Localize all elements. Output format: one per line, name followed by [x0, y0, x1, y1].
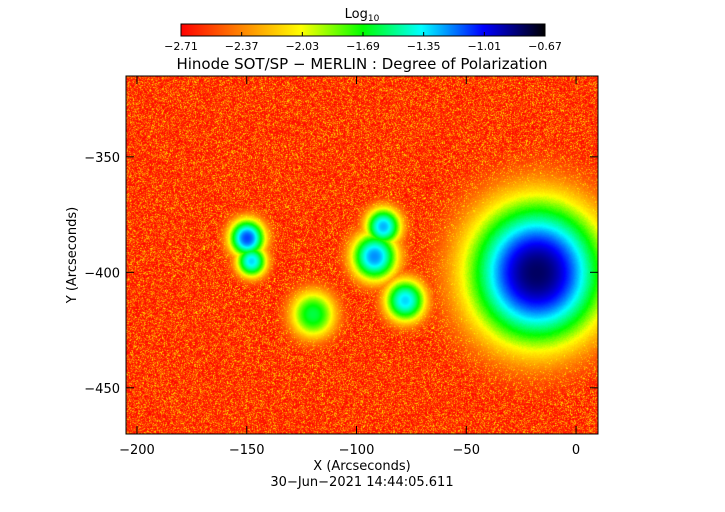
y-tick-label: −450	[84, 382, 120, 397]
chart-title: Hinode SOT/SP − MERLIN : Degree of Polar…	[176, 55, 547, 73]
x-tick-label: −200	[119, 443, 155, 458]
x-axis: −200 −150 −100 −50 0	[119, 76, 580, 458]
x-tick-label: −100	[339, 443, 375, 458]
colorbar-ticks: −2.71 −2.37 −2.03 −1.69 −1.35 −1.01 −0.67	[164, 32, 562, 53]
x-tick-label: −50	[453, 443, 480, 458]
colorbar-tick-label: −2.71	[164, 40, 198, 53]
y-tick-label: −350	[84, 151, 120, 166]
colorbar-tick-label: −1.69	[346, 40, 380, 53]
colorbar-tick-label: −1.35	[407, 40, 441, 53]
colorbar: Log10 −2.71 −2.37 −2.03 −1.69 −1.35 −1.01 −0.6…	[164, 7, 562, 53]
colorbar-tick-label: −2.03	[285, 40, 319, 53]
colorbar-tick-label: −2.37	[225, 40, 259, 53]
heatmap-image	[126, 76, 598, 434]
y-tick-label: −400	[84, 266, 120, 281]
plot-frame	[125, 75, 599, 435]
plot-area: −200 −150 −100 −50 0 −350 −400 −450	[84, 75, 599, 458]
y-axis: −350 −400 −450	[84, 151, 598, 397]
x-axis-label: X (Arcseconds)	[313, 459, 410, 474]
date-label: 30−Jun−2021 14:44:05.611	[270, 475, 453, 490]
colorbar-tick-label: −0.67	[528, 40, 562, 53]
colorbar-tick-label: −1.01	[467, 40, 501, 53]
x-tick-label: −150	[229, 443, 265, 458]
y-axis-label: Y (Arcseconds)	[65, 207, 80, 304]
x-tick-label: 0	[572, 443, 580, 458]
colorbar-label: Log10	[345, 7, 380, 24]
